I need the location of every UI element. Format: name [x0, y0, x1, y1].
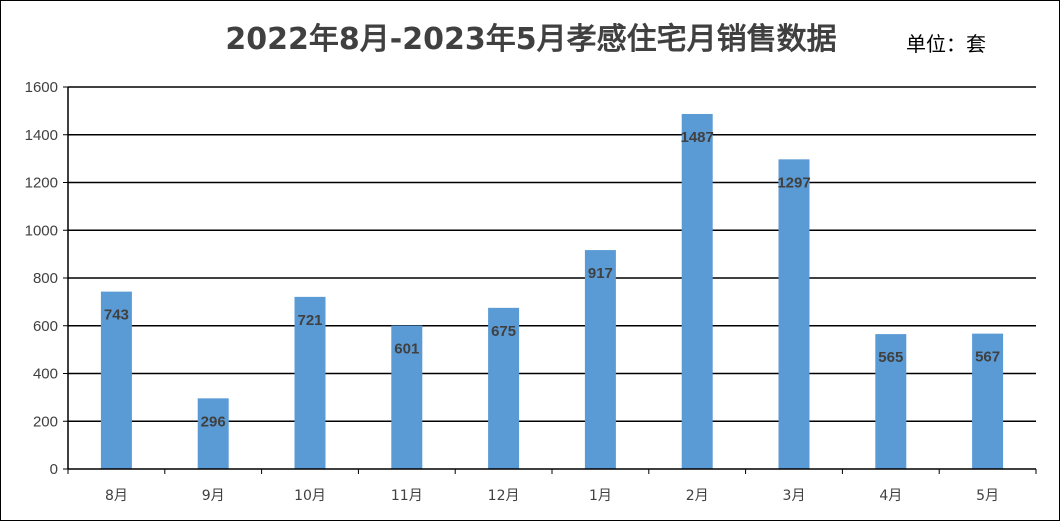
bar [294, 296, 326, 469]
bars [100, 113, 1004, 469]
data-label: 565 [878, 349, 903, 366]
bar [778, 159, 810, 469]
bar [488, 307, 520, 469]
bar [681, 113, 713, 469]
data-label: 1487 [681, 129, 714, 146]
x-tick-label: 4月 [879, 488, 902, 504]
data-label: 601 [394, 341, 419, 358]
y-axis-ticks: 0 200 400 600 800 1000 1200 1400 1600 [25, 79, 68, 478]
y-tick-label: 400 [33, 366, 58, 383]
chart-title: 2022年8月-2023年5月孝感住宅月销售数据 [225, 22, 836, 57]
x-tick-label: 10月 [294, 488, 326, 504]
data-label: 1297 [777, 174, 810, 191]
y-tick-label: 1000 [25, 222, 58, 239]
bar [100, 291, 132, 469]
y-tick-label: 600 [33, 318, 58, 335]
x-tick-label: 12月 [488, 488, 520, 504]
data-label: 296 [201, 413, 226, 430]
bar [875, 334, 907, 469]
x-tick-label: 9月 [202, 488, 225, 504]
y-tick-label: 800 [33, 270, 58, 287]
x-tick-label: 2月 [686, 488, 709, 504]
x-tick-label: 5月 [976, 488, 999, 504]
x-tick-label: 8月 [105, 488, 128, 504]
y-tick-label: 0 [50, 461, 58, 478]
y-tick-label: 1200 [25, 175, 58, 192]
bar [391, 325, 423, 469]
data-label: 567 [975, 349, 1000, 366]
x-axis-ticks: 8月 9月 10月 11月 12月 1月 2月 3月 4月 5月 [67, 469, 1037, 504]
bar [584, 250, 616, 469]
x-tick-label: 11月 [391, 488, 423, 504]
y-tick-label: 1600 [25, 79, 58, 96]
bar [972, 333, 1004, 469]
data-label: 675 [491, 323, 516, 340]
bar [197, 398, 229, 469]
y-tick-label: 200 [33, 413, 58, 430]
unit-label: 单位：套 [906, 32, 986, 56]
y-tick-label: 1400 [25, 127, 58, 144]
x-tick-label: 3月 [783, 488, 806, 504]
data-label: 721 [297, 312, 322, 329]
data-label: 743 [104, 307, 129, 324]
x-tick-label: 1月 [589, 488, 612, 504]
data-labels: 743 296 721 601 675 917 1487 1297 565 567 [104, 129, 1000, 430]
gridlines [68, 86, 1036, 422]
data-label: 917 [588, 265, 613, 282]
